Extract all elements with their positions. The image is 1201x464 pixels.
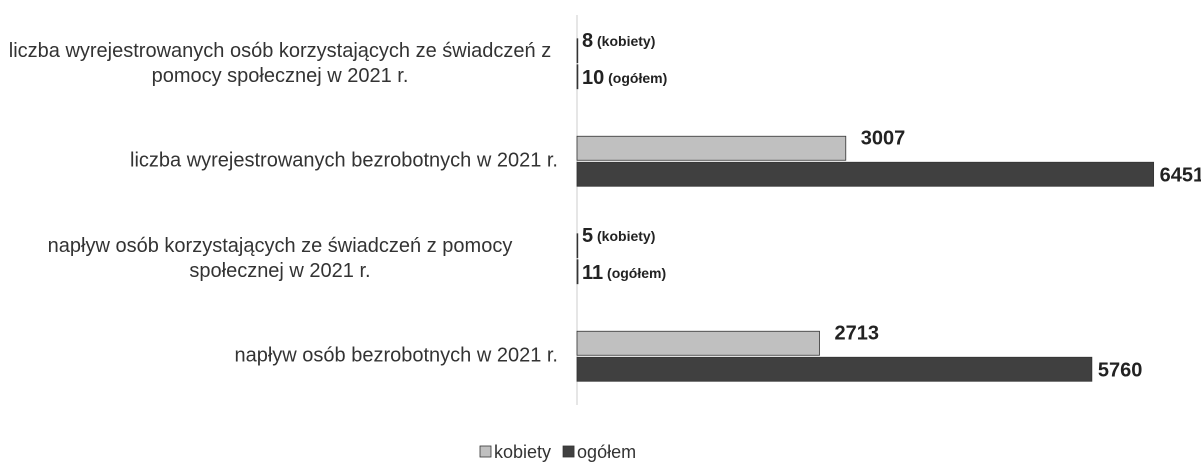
value-label: 3007: [861, 128, 906, 150]
value-label: 10 (ogółem): [582, 67, 667, 89]
category-label: napływ osób korzystających ze świadczeń …: [47, 234, 513, 282]
bar: [576, 38, 579, 64]
bar: [576, 356, 1093, 382]
value-label: 5 (kobiety): [582, 225, 655, 247]
bar: [576, 233, 579, 259]
legend-label: ogółem: [577, 442, 636, 462]
value-label: 6451: [1160, 165, 1201, 187]
legend-swatch: [562, 445, 575, 458]
category-label: liczba wyrejestrowanych bezrobotnych w 2…: [130, 149, 558, 172]
legend-label: kobiety: [494, 442, 551, 462]
bar: [576, 64, 579, 90]
category-label: napływ osób bezrobotnych w 2021 r.: [234, 344, 558, 367]
value-label: 11 (ogółem): [582, 262, 666, 284]
bar: [576, 135, 847, 161]
value-label: 2713: [835, 323, 880, 345]
value-label: 8 (kobiety): [582, 30, 655, 52]
value-label: 5760: [1098, 360, 1143, 382]
legend-swatch: [479, 445, 492, 458]
bar: [576, 259, 579, 285]
bar: [576, 161, 1155, 187]
category-label: liczba wyrejestrowanych osób korzystając…: [8, 39, 552, 87]
bar: [576, 330, 820, 356]
